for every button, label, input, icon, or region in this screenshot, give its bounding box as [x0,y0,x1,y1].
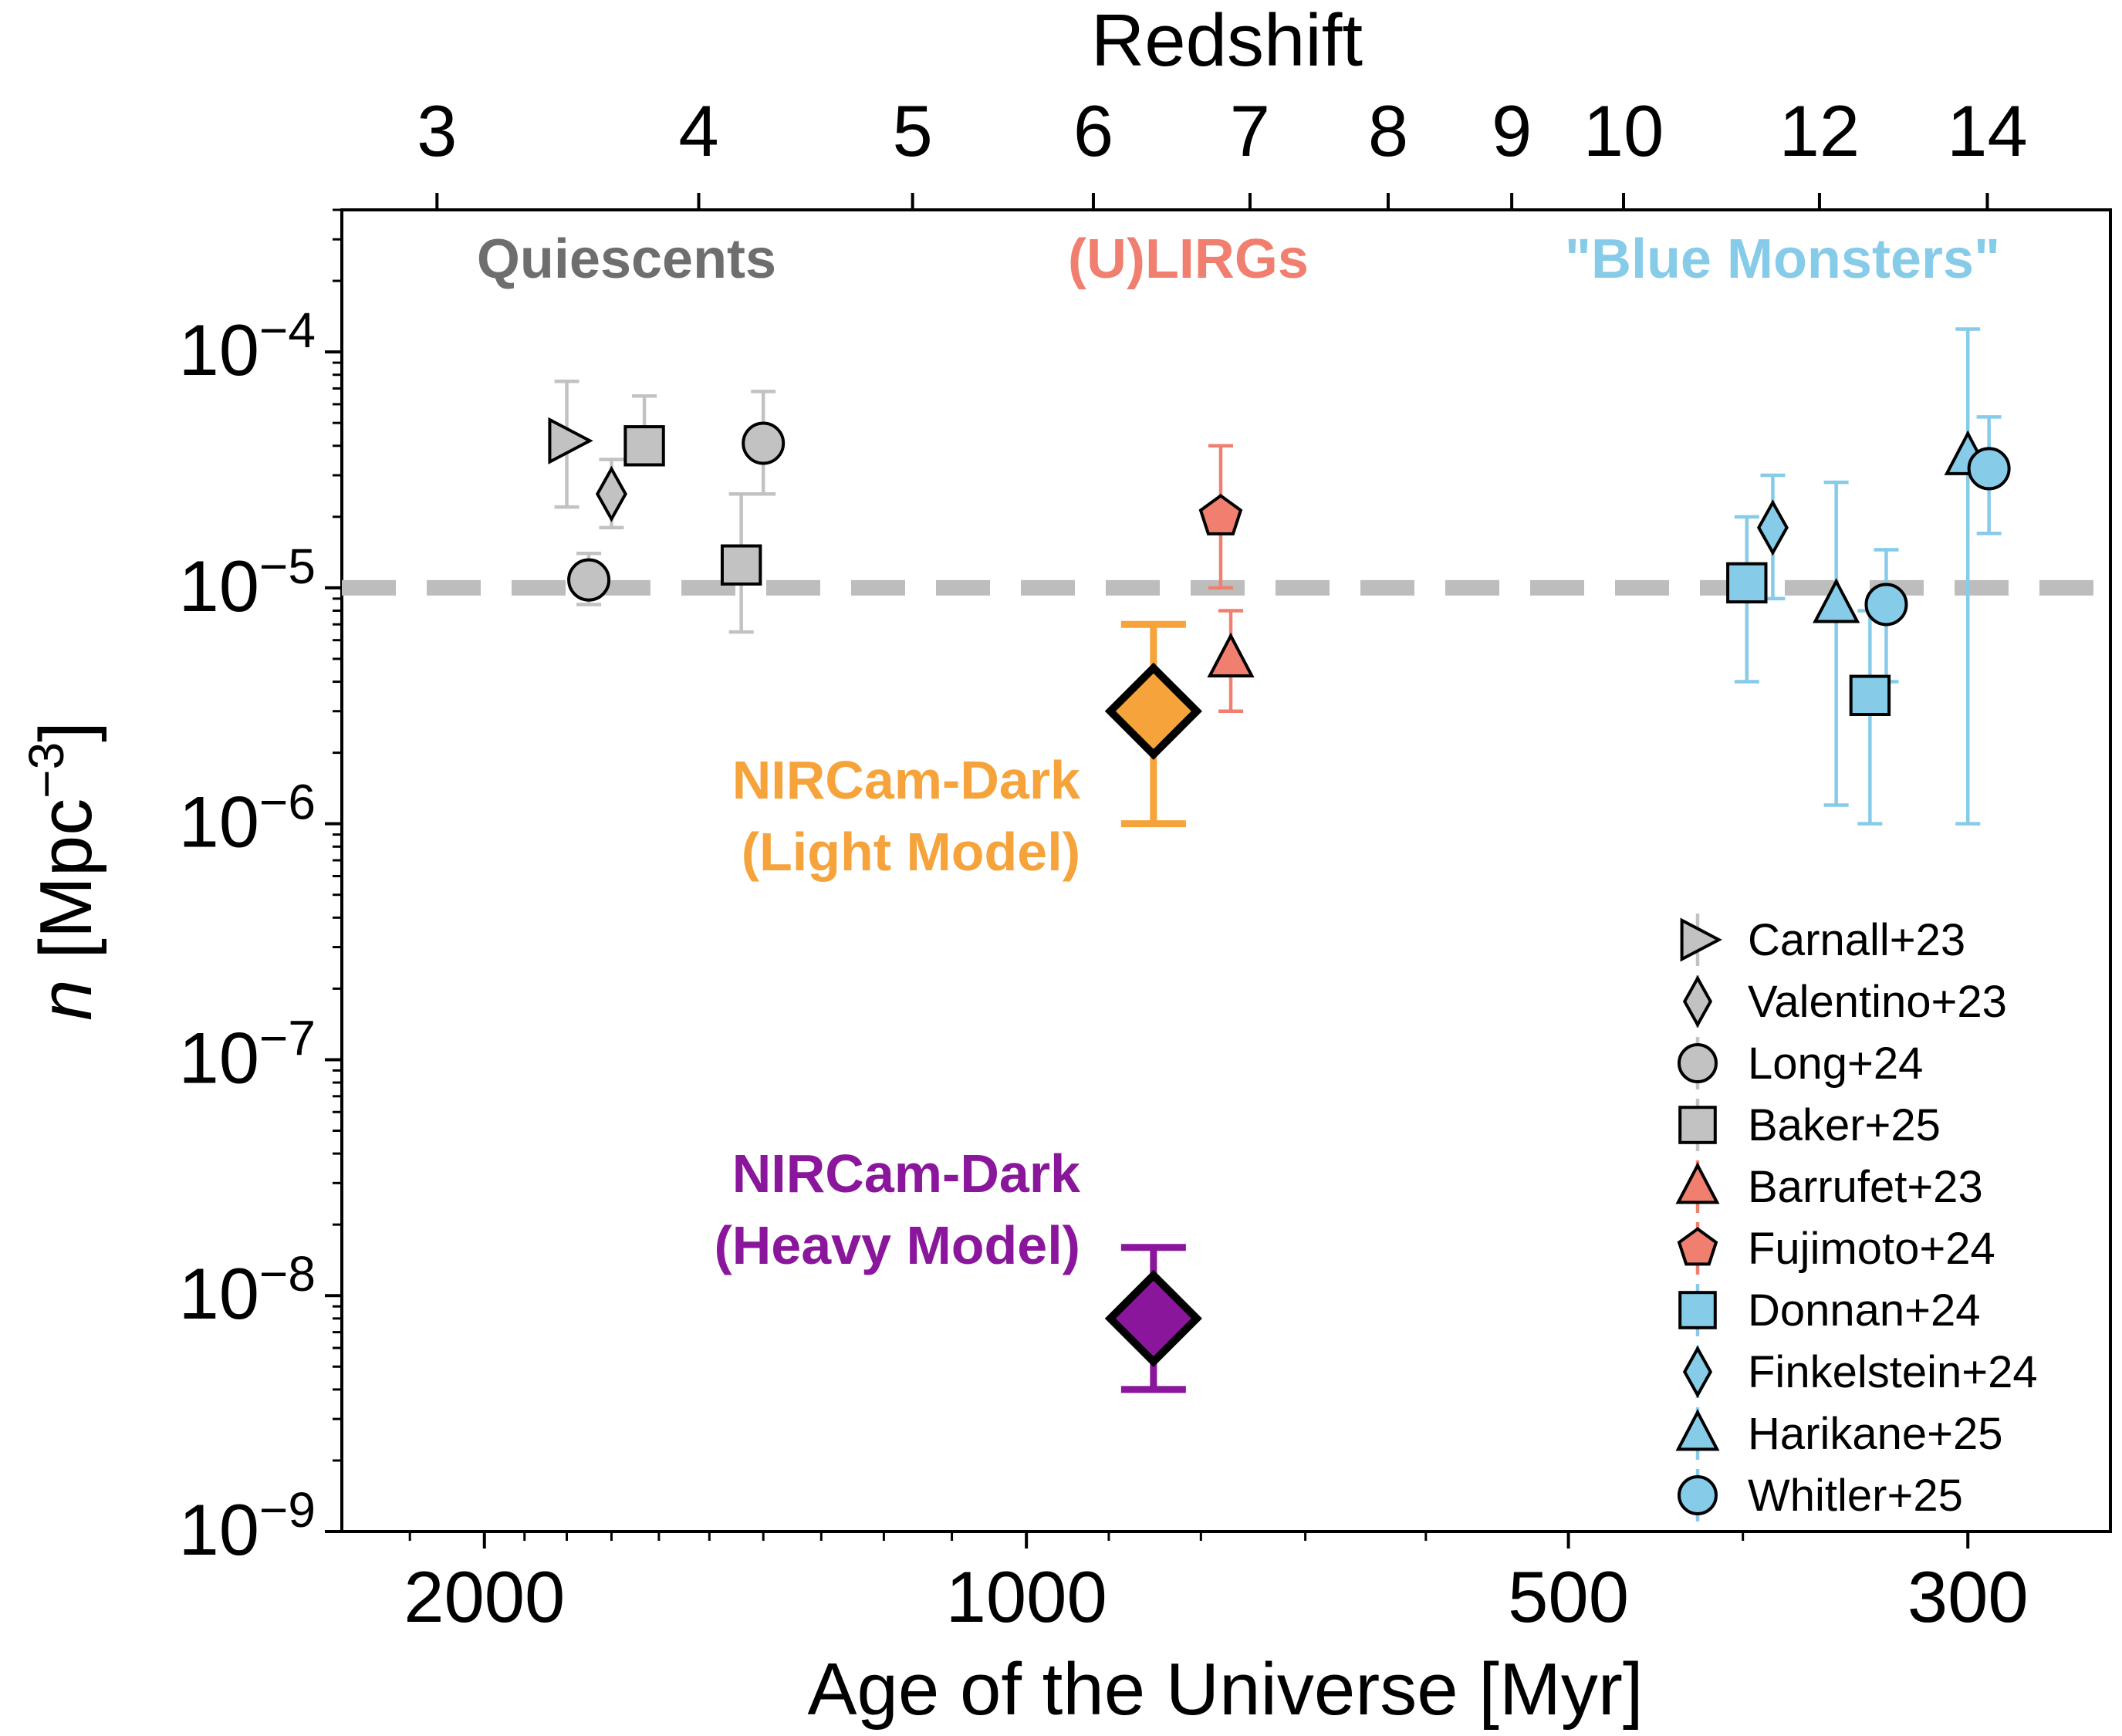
top-axis-title: Redshift [1091,0,1363,82]
data-point-baker-25 [623,425,665,467]
data-point-donnan-24 [1849,674,1891,716]
top-tick-label: 3 [417,90,457,171]
legend-label: Harikane+25 [1748,1409,2003,1459]
y-axis-title-unit: [Mpc [25,799,107,980]
legend-marker [1678,1475,1718,1515]
x-tick-label: 1000 [946,1556,1107,1637]
light-model-point [1104,662,1202,760]
legend-marker [1677,1227,1718,1266]
data-point-harikane-25 [1813,578,1860,623]
marker-layer [548,417,2011,1367]
top-tick-label: 6 [1073,90,1113,171]
legend-label: Finkelstein+24 [1748,1347,2038,1397]
y-tick-label: 10−8 [178,1246,316,1334]
group-label-ulirgs: (U)LIRGs [1068,228,1309,290]
x-tick-label: 2000 [404,1556,565,1637]
legend-label: Barrufet+23 [1748,1162,1983,1212]
data-point-valentino-23 [595,465,627,522]
x-tick-label: 500 [1508,1556,1629,1637]
legend-marker [1675,1162,1720,1204]
top-tick-label: 12 [1779,90,1860,171]
data-point-whitler-25 [1967,447,2011,491]
legend-marker [1682,974,1713,1028]
y-tick-label: 10−7 [178,1010,316,1098]
legend-label: Valentino+23 [1748,977,2007,1027]
y-axis-title: n [Mpc−3] [19,721,107,1021]
legend-label: Carnall+23 [1748,915,1965,965]
legend-label: Donnan+24 [1748,1285,1981,1336]
group-label-quiescents: Quiescents [477,228,776,290]
legend-marker [1680,917,1722,962]
group-label-blue-monsters: "Blue Monsters" [1565,228,2000,290]
data-point-carnall-23 [548,417,593,464]
data-point-baker-25 [720,544,762,586]
legend-marker [1675,1409,1720,1451]
top-tick-label: 4 [678,90,718,171]
y-axis-title-symbol: n [25,979,107,1020]
legend-label: Long+24 [1748,1039,1923,1089]
y-axis-title-bracket: ] [25,721,107,742]
data-point-whitler-25 [1864,583,1908,627]
light-model-label-line2: (Light Model) [742,822,1080,882]
x-axis-title: Age of the Universe [Myr] [807,1648,1643,1731]
y-tick-label: 10−4 [178,302,316,390]
legend-label: Baker+25 [1748,1100,1941,1150]
data-point-donnan-24 [1726,562,1768,604]
data-point-barrufet-23 [1207,632,1255,678]
legend-marker [1678,1106,1717,1144]
data-point-long-24 [567,558,611,602]
legend-marker [1678,1043,1718,1083]
axis-layer: 2000 1000 500 300 3 4 5 6 7 8 9 10 12 14 10−9 10−8 10−7 1… [178,90,2028,1637]
heavy-model-label-line2: (Heavy Model) [714,1215,1080,1275]
legend-marker [1682,1345,1713,1399]
data-point-long-24 [742,421,786,465]
y-tick-label: 10−6 [178,775,316,863]
heavy-model-label-line1: NIRCam-Dark [732,1143,1080,1204]
light-model-label-line1: NIRCam-Dark [732,750,1080,810]
top-tick-label: 9 [1492,90,1532,171]
data-point-finkelstein-24 [1756,499,1789,556]
top-tick-label: 5 [893,90,933,171]
top-tick-label: 10 [1583,90,1664,171]
y-tick-label: 10−9 [178,1482,316,1570]
y-tick-label: 10−5 [178,539,316,627]
heavy-model-point [1104,1269,1202,1367]
top-tick-label: 7 [1230,90,1270,171]
data-point-fujimoto-24 [1198,494,1243,535]
top-tick-label: 8 [1368,90,1408,171]
y-axis-title-exponent: −3 [19,742,74,799]
legend-label: Fujimoto+24 [1748,1224,1995,1274]
x-tick-label: 300 [1907,1556,2029,1637]
legend-label: Whitler+25 [1748,1471,1963,1521]
top-tick-label: 14 [1947,90,2028,171]
legend: Carnall+23 Valentino+23 Long+24 Baker+25 Bar… [1675,914,2038,1522]
legend-marker [1678,1291,1717,1329]
